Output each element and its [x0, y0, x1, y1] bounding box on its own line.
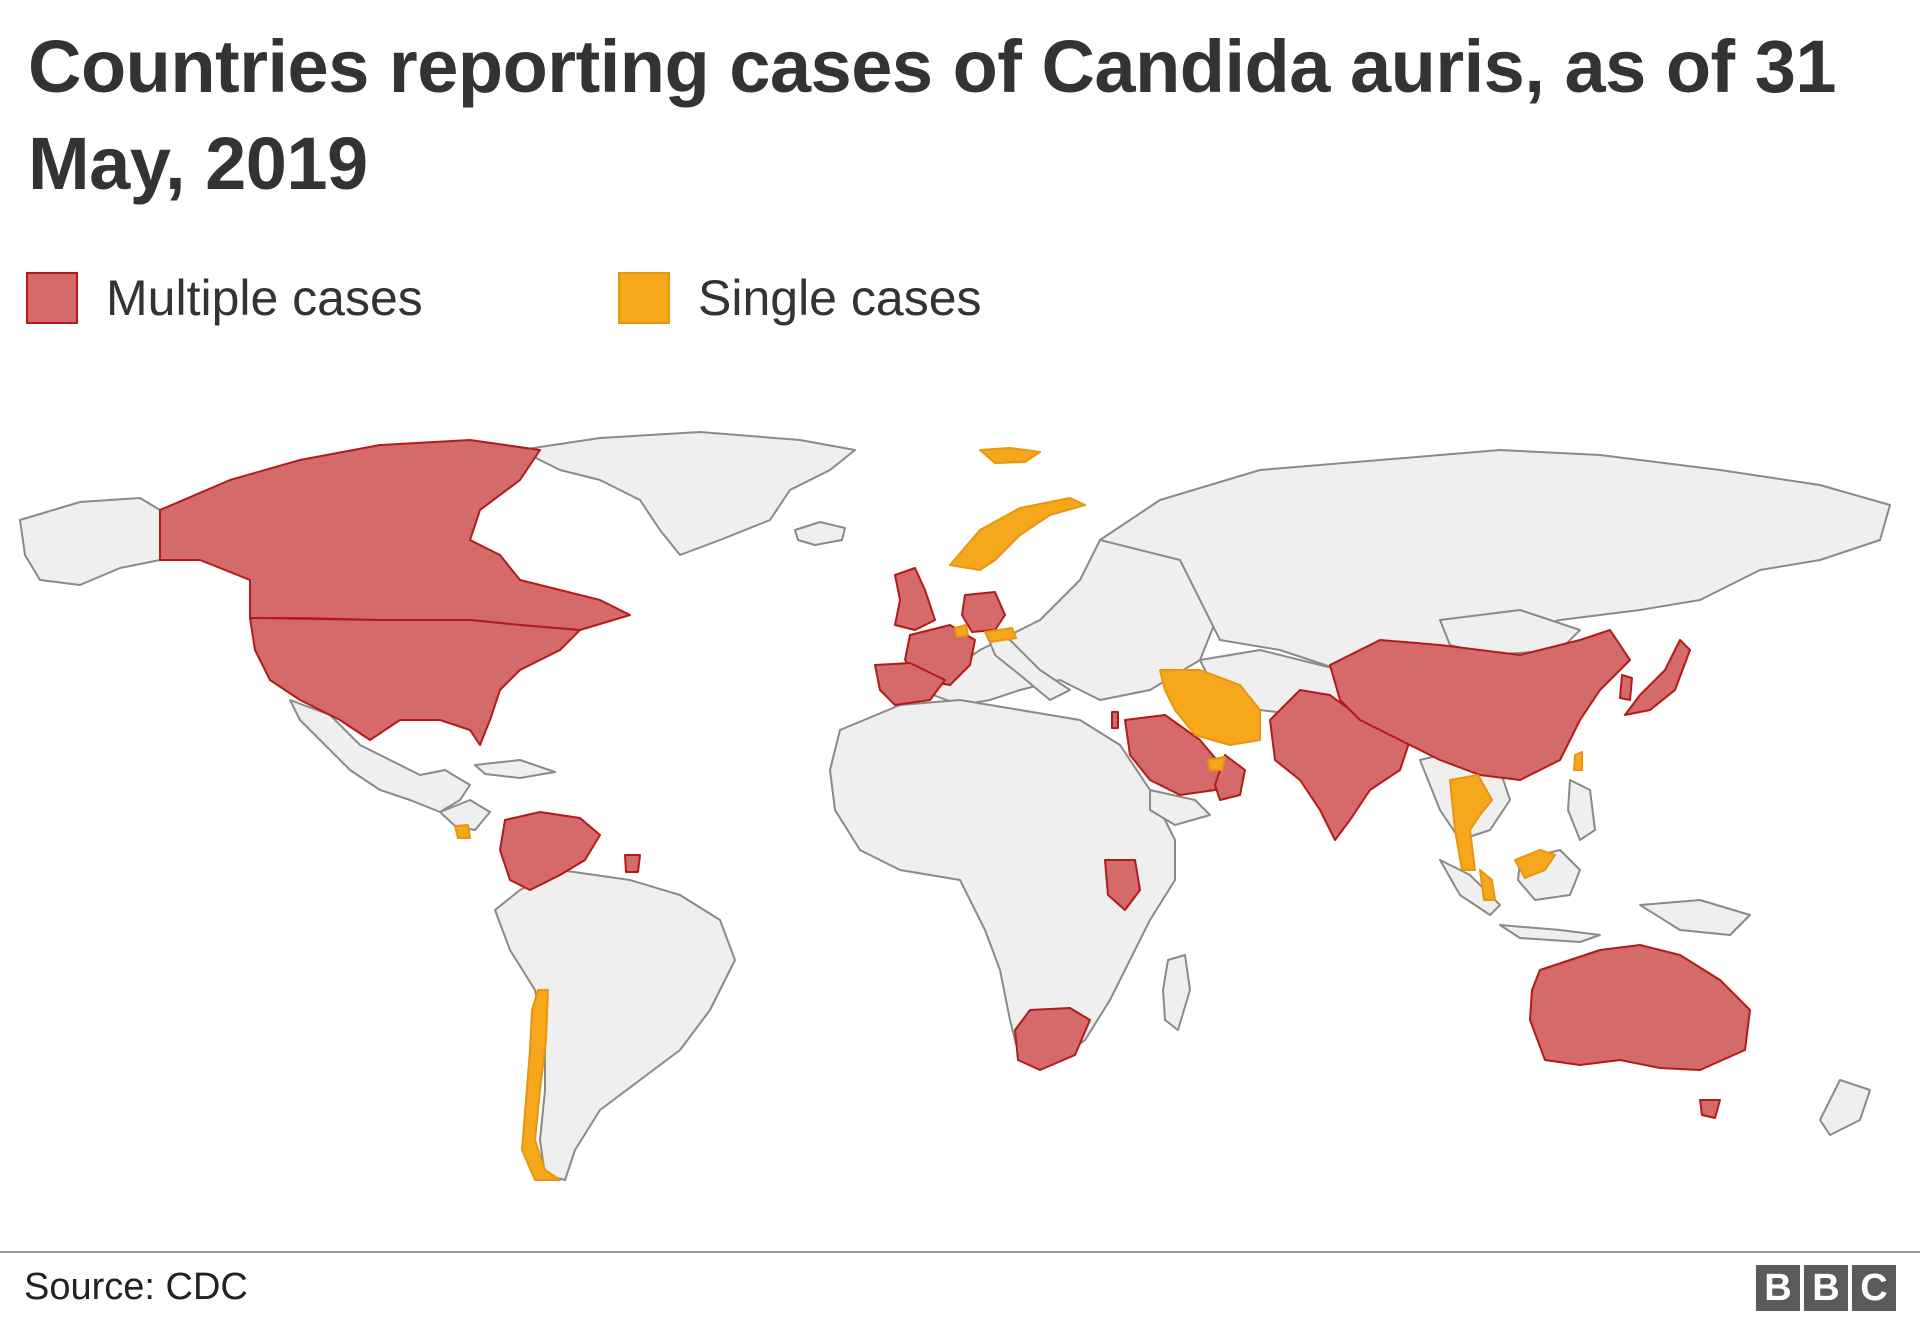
indonesia-sumatra — [1439, 859, 1501, 916]
iceland — [794, 521, 846, 546]
source-note: Source: CDC — [24, 1266, 248, 1308]
united-states — [249, 617, 581, 746]
australia — [1529, 944, 1751, 1071]
bbc-logo-letter: C — [1852, 1265, 1896, 1311]
south-africa — [1014, 1007, 1091, 1071]
madagascar — [1162, 954, 1191, 1031]
philippines — [1567, 779, 1596, 841]
costa-rica — [454, 824, 471, 839]
uae — [1207, 756, 1226, 771]
world-map — [19, 431, 1891, 1181]
malaysia — [1479, 869, 1496, 901]
thailand — [1449, 774, 1493, 871]
saudi-arabia — [1124, 714, 1226, 796]
indonesia-java — [1499, 924, 1601, 943]
iran — [1159, 669, 1261, 746]
footer-divider — [0, 1251, 1920, 1253]
south-korea — [1619, 674, 1633, 701]
legend-swatch-multiple — [26, 272, 78, 324]
french-guiana — [624, 854, 641, 873]
germany — [961, 591, 1006, 633]
chile — [521, 989, 561, 1181]
norway — [949, 497, 1086, 571]
china — [1329, 629, 1631, 781]
legend-label-single: Single cases — [698, 270, 982, 326]
belgium — [954, 624, 969, 638]
new-zealand — [1819, 1079, 1871, 1136]
united-kingdom — [894, 567, 936, 631]
africa — [829, 699, 1176, 1066]
israel — [1111, 711, 1119, 729]
kenya — [1104, 859, 1141, 911]
malaysia-borneo — [1514, 849, 1556, 879]
russia — [1099, 449, 1891, 671]
cuba — [474, 759, 556, 779]
taiwan — [1573, 751, 1583, 771]
colombia-venezuela — [499, 811, 601, 891]
tasmania — [1699, 1099, 1721, 1119]
central-america — [439, 799, 491, 831]
yemen — [1149, 789, 1211, 826]
canada — [159, 439, 631, 631]
map-title: Countries reporting cases of Candida aur… — [28, 25, 1837, 205]
japan — [1624, 639, 1691, 716]
new-guinea — [1639, 899, 1751, 936]
legend-label-multiple: Multiple cases — [106, 270, 423, 326]
europe — [919, 529, 1221, 706]
greenland — [519, 431, 856, 556]
bbc-logo-letter: B — [1804, 1265, 1848, 1311]
alaska — [19, 497, 161, 586]
austria — [984, 627, 1017, 643]
italy-balkans — [984, 629, 1071, 701]
bbc-logo-letter: B — [1756, 1265, 1800, 1311]
legend-swatch-single — [618, 272, 670, 324]
svalbard — [979, 447, 1041, 464]
mexico — [289, 699, 471, 813]
spain — [874, 662, 946, 706]
